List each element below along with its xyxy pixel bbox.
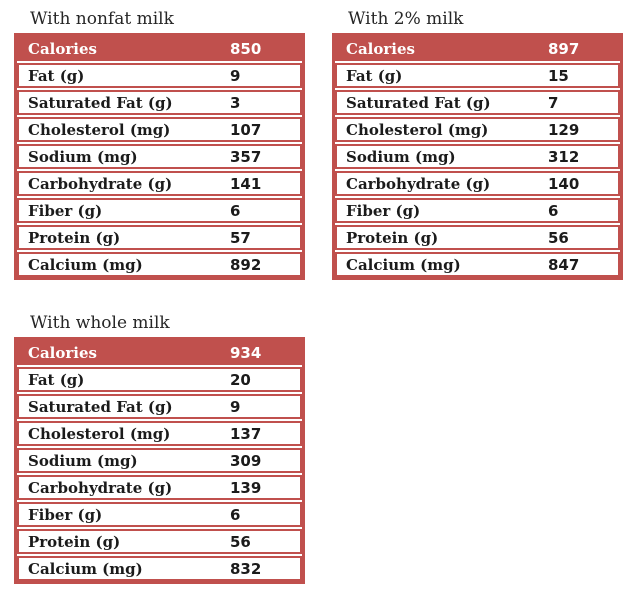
row-value: 9 <box>230 397 241 416</box>
row-label: Fiber (g) <box>28 505 103 524</box>
row-label: Protein (g) <box>346 228 439 247</box>
row-label: Fat (g) <box>28 370 85 389</box>
row-label: Saturated Fat (g) <box>346 93 491 112</box>
row-value: 20 <box>230 370 251 389</box>
row-label: Saturated Fat (g) <box>28 397 173 416</box>
table-row: Calcium (mg) 847 <box>335 252 620 277</box>
row-value: 56 <box>548 228 569 247</box>
row-value: 850 <box>230 39 262 58</box>
table-row: Cholesterol (mg) 129 <box>335 117 620 142</box>
row-label: Sodium (mg) <box>346 147 456 166</box>
row-value: 140 <box>548 174 580 193</box>
table-row: Sodium (mg) 357 <box>17 144 302 169</box>
nutrition-table-nonfat: Calories 850 Fat (g) 9 Saturated Fat (g)… <box>14 33 305 280</box>
row-value: 107 <box>230 120 262 139</box>
table-row: Calcium (mg) 892 <box>17 252 302 277</box>
table-header-row: Calories 850 <box>17 36 302 61</box>
row-label: Cholesterol (mg) <box>28 120 171 139</box>
row-value: 141 <box>230 174 262 193</box>
row-value: 897 <box>548 39 580 58</box>
row-label: Carbohydrate (g) <box>346 174 491 193</box>
table-row: Carbohydrate (g) 139 <box>17 475 302 500</box>
row-value: 6 <box>230 505 241 524</box>
nutrition-table-whole-block: With whole milk Calories 934 Fat (g) 20 … <box>14 312 305 584</box>
row-label: Carbohydrate (g) <box>28 478 173 497</box>
table-row: Protein (g) 57 <box>17 225 302 250</box>
table-row: Sodium (mg) 309 <box>17 448 302 473</box>
row-value: 3 <box>230 93 241 112</box>
row-value: 137 <box>230 424 262 443</box>
table-row: Fat (g) 15 <box>335 63 620 88</box>
row-label: Calcium (mg) <box>28 255 143 274</box>
table-row: Fat (g) 20 <box>17 367 302 392</box>
row-value: 832 <box>230 559 262 578</box>
row-label: Fiber (g) <box>346 201 421 220</box>
row-value: 892 <box>230 255 262 274</box>
row-label: Fat (g) <box>346 66 403 85</box>
row-value: 9 <box>230 66 241 85</box>
row-value: 357 <box>230 147 262 166</box>
table-row: Carbohydrate (g) 140 <box>335 171 620 196</box>
table-title: With 2% milk <box>348 9 464 29</box>
table-row: Saturated Fat (g) 9 <box>17 394 302 419</box>
row-value: 129 <box>548 120 580 139</box>
table-row: Fiber (g) 6 <box>17 502 302 527</box>
nutrition-table-whole: Calories 934 Fat (g) 20 Saturated Fat (g… <box>14 337 305 584</box>
table-row: Saturated Fat (g) 3 <box>17 90 302 115</box>
row-value: 56 <box>230 532 251 551</box>
table-title: With nonfat milk <box>30 9 174 29</box>
table-row: Fat (g) 9 <box>17 63 302 88</box>
table-row: Fiber (g) 6 <box>335 198 620 223</box>
row-value: 7 <box>548 93 559 112</box>
row-value: 6 <box>230 201 241 220</box>
row-value: 934 <box>230 343 262 362</box>
table-row: Cholesterol (mg) 107 <box>17 117 302 142</box>
row-label: Fat (g) <box>28 66 85 85</box>
table-title: With whole milk <box>30 313 170 333</box>
table-row: Calcium (mg) 832 <box>17 556 302 581</box>
table-header-row: Calories 897 <box>335 36 620 61</box>
row-label: Cholesterol (mg) <box>346 120 489 139</box>
row-value: 139 <box>230 478 262 497</box>
nutrition-table-nonfat-block: With nonfat milk Calories 850 Fat (g) 9 … <box>14 8 305 280</box>
table-row: Protein (g) 56 <box>17 529 302 554</box>
row-value: 15 <box>548 66 569 85</box>
row-label: Sodium (mg) <box>28 451 138 470</box>
table-header-row: Calories 934 <box>17 340 302 365</box>
row-label: Calcium (mg) <box>346 255 461 274</box>
table-row: Carbohydrate (g) 141 <box>17 171 302 196</box>
row-value: 309 <box>230 451 262 470</box>
table-row: Sodium (mg) 312 <box>335 144 620 169</box>
nutrition-table-two-percent: Calories 897 Fat (g) 15 Saturated Fat (g… <box>332 33 623 280</box>
table-row: Protein (g) 56 <box>335 225 620 250</box>
row-label: Calories <box>346 39 415 58</box>
row-value: 6 <box>548 201 559 220</box>
row-label: Protein (g) <box>28 532 121 551</box>
row-value: 847 <box>548 255 580 274</box>
row-label: Fiber (g) <box>28 201 103 220</box>
row-label: Calories <box>28 343 97 362</box>
nutrition-table-two-percent-block: With 2% milk Calories 897 Fat (g) 15 Sat… <box>332 8 623 280</box>
row-label: Carbohydrate (g) <box>28 174 173 193</box>
row-label: Cholesterol (mg) <box>28 424 171 443</box>
row-label: Protein (g) <box>28 228 121 247</box>
row-label: Calories <box>28 39 97 58</box>
table-row: Fiber (g) 6 <box>17 198 302 223</box>
table-row: Cholesterol (mg) 137 <box>17 421 302 446</box>
row-label: Saturated Fat (g) <box>28 93 173 112</box>
row-value: 57 <box>230 228 251 247</box>
row-label: Sodium (mg) <box>28 147 138 166</box>
row-label: Calcium (mg) <box>28 559 143 578</box>
table-row: Saturated Fat (g) 7 <box>335 90 620 115</box>
row-value: 312 <box>548 147 580 166</box>
